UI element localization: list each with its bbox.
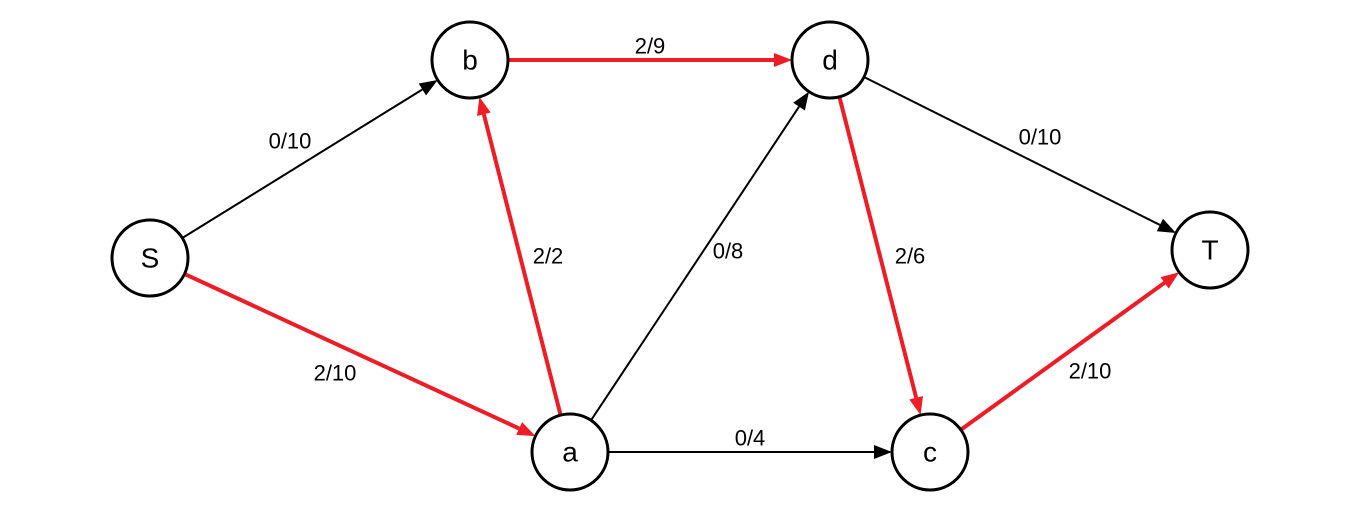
edge-arrowhead xyxy=(774,53,792,67)
edge-line xyxy=(182,89,422,238)
edge-S-a: 2/10 xyxy=(184,274,535,436)
node-T: T xyxy=(1172,212,1248,288)
node-label: d xyxy=(822,45,838,76)
edge-c-T: 2/10 xyxy=(961,272,1179,430)
edge-arrowhead xyxy=(516,422,535,436)
edge-line xyxy=(864,77,1160,225)
edge-label: 2/10 xyxy=(314,361,357,386)
edge-label: 0/8 xyxy=(713,239,744,264)
edge-label: 2/9 xyxy=(635,34,666,59)
edge-arrowhead xyxy=(793,92,809,111)
edge-label: 0/10 xyxy=(269,129,312,154)
edge-line xyxy=(591,107,799,421)
node-label: T xyxy=(1201,235,1218,266)
edge-label: 0/4 xyxy=(735,426,766,451)
node-label: S xyxy=(141,243,160,274)
node-label: c xyxy=(923,437,937,468)
edge-b-d: 2/9 xyxy=(508,34,792,68)
node-c: c xyxy=(892,414,968,490)
edge-arrowhead xyxy=(477,97,491,116)
node-b: b xyxy=(432,22,508,98)
edge-d-T: 0/10 xyxy=(864,77,1176,233)
edge-arrowhead xyxy=(1157,219,1176,233)
node-S: S xyxy=(112,220,188,296)
edge-S-b: 0/10 xyxy=(182,80,437,238)
edges-group: 0/10 2/10 2/2 2/9 0/8 0/4 2/6 0/10 2/10 xyxy=(182,34,1179,460)
edge-a-d: 0/8 xyxy=(591,92,809,421)
edge-d-c: 2/6 xyxy=(839,97,925,415)
flow-graph: 0/10 2/10 2/2 2/9 0/8 0/4 2/6 0/10 2/10 Sb a d c T xyxy=(0,0,1359,526)
edge-line xyxy=(961,283,1165,430)
edge-label: 2/6 xyxy=(895,244,926,269)
node-label: a xyxy=(562,437,578,468)
edge-arrowhead xyxy=(874,445,892,459)
edge-a-b: 2/2 xyxy=(477,97,563,415)
edge-label: 2/2 xyxy=(533,244,564,269)
edge-a-c: 0/4 xyxy=(608,426,892,460)
edge-arrowhead xyxy=(909,396,923,415)
nodes-group: Sb a d c T xyxy=(112,22,1248,490)
node-d: d xyxy=(792,22,868,98)
edge-label: 2/10 xyxy=(1069,359,1112,384)
edge-line xyxy=(184,274,519,429)
node-label: b xyxy=(462,45,478,76)
edge-arrowhead xyxy=(419,80,438,95)
node-a: a xyxy=(532,414,608,490)
edge-label: 0/10 xyxy=(1019,125,1062,150)
